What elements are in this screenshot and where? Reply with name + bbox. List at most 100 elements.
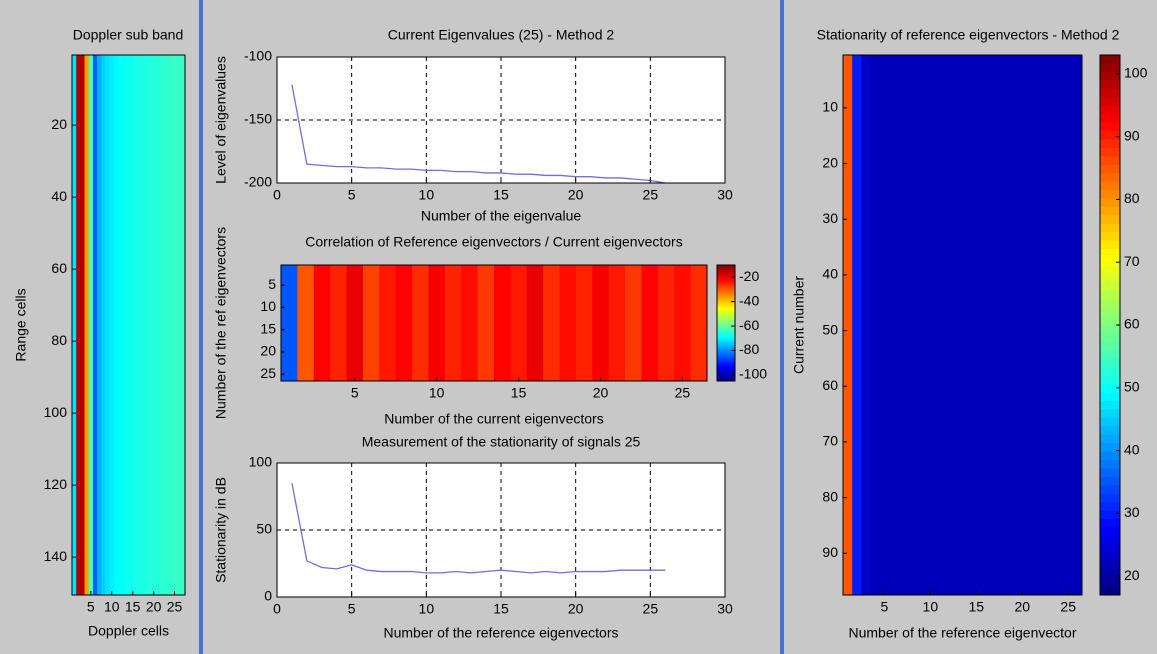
x-axis-label: Doppler cells	[88, 623, 169, 639]
colorbar-swatch	[717, 317, 735, 320]
heatmap-cell	[888, 55, 899, 595]
chart-title: Measurement of the stationarity of signa…	[362, 434, 641, 450]
colorbar-tick-label: 30	[1124, 504, 1140, 520]
colorbar-swatch	[1100, 114, 1120, 123]
heatmap-cell	[674, 265, 692, 381]
colorbar-swatch	[717, 332, 735, 335]
colorbar-swatch	[1100, 147, 1120, 157]
heatmap-cell	[134, 55, 140, 595]
colorbar-swatch	[1100, 130, 1120, 140]
heatmap-cell	[1008, 55, 1019, 595]
y-tick-label: -200	[244, 174, 272, 190]
x-tick-label: 20	[568, 187, 584, 203]
colorbar-swatch	[1100, 308, 1120, 318]
heatmap-cell	[159, 55, 165, 595]
heatmap-cell	[84, 55, 90, 595]
colorbar-swatch	[1100, 552, 1120, 562]
colorbar-tick-label: -100	[739, 366, 767, 382]
y-tick-label: 50	[256, 521, 272, 537]
y-tick-label: -100	[244, 48, 272, 64]
axes-frame	[71, 54, 186, 596]
panel-divider[interactable]	[199, 0, 203, 654]
colorbar-swatch	[717, 370, 735, 373]
heatmap-cell	[944, 55, 954, 595]
heatmap-cell	[313, 265, 331, 381]
heatmap-cell	[641, 265, 659, 381]
colorbar-swatch	[717, 375, 735, 378]
colorbar-swatch	[717, 323, 735, 326]
y-tick-label: 10	[260, 298, 276, 314]
colorbar-swatch	[717, 344, 735, 348]
colorbar-swatch	[1100, 156, 1120, 166]
colorbar-swatch	[717, 299, 735, 302]
colorbar-tick-label: 70	[1124, 253, 1140, 269]
heatmap-cell	[130, 55, 136, 595]
heatmap-cell	[109, 55, 115, 595]
colorbar-swatch	[1100, 206, 1120, 216]
colorbar-swatch	[717, 366, 735, 369]
panel-divider[interactable]	[780, 0, 784, 654]
colorbar-tick-label: 20	[1124, 567, 1140, 583]
colorbar-swatch	[1100, 417, 1120, 427]
colorbar-tick-label: -80	[739, 341, 759, 357]
y-tick-label: 90	[822, 544, 838, 560]
y-axis-label: Level of eigenvalues	[213, 56, 229, 184]
colorbar-swatch	[717, 270, 735, 273]
colorbar-swatch	[717, 284, 735, 288]
chart-title: Current Eigenvalues (25) - Method 2	[388, 27, 615, 43]
heatmap-cell	[428, 265, 446, 381]
heatmap-cell	[101, 55, 106, 595]
colorbar-swatch	[1100, 316, 1120, 326]
colorbar-swatch	[717, 288, 735, 291]
colorbar-swatch	[1100, 468, 1120, 478]
heatmap-cell	[575, 265, 593, 381]
colorbar-swatch	[1100, 510, 1120, 520]
colorbar-swatch	[717, 310, 735, 313]
heatmap-cell	[122, 55, 127, 595]
y-axis-label: Current number	[791, 276, 807, 374]
colorbar-swatch	[1100, 274, 1120, 284]
colorbar-tick-label: -20	[739, 268, 759, 284]
colorbar-swatch	[1100, 485, 1120, 495]
colorbar-swatch	[717, 294, 735, 297]
y-tick-label: 100	[249, 454, 273, 470]
x-tick-label: 20	[568, 601, 584, 617]
y-axis-label: Range cells	[13, 288, 29, 361]
y-tick-label: 100	[44, 404, 68, 420]
heatmap-cell	[879, 55, 890, 595]
colorbar-swatch	[717, 330, 735, 333]
y-tick-label: 60	[822, 377, 838, 393]
colorbar-swatch	[1100, 215, 1120, 225]
colorbar-swatch	[1100, 358, 1120, 368]
colorbar-swatch	[717, 312, 735, 315]
colorbar-swatch	[717, 357, 735, 360]
colorbar-swatch	[1100, 476, 1120, 486]
heatmap-cell	[379, 265, 397, 381]
y-tick-label: 10	[822, 99, 838, 115]
x-tick-label: 10	[923, 599, 939, 615]
colorbar-swatch	[1100, 544, 1120, 554]
y-tick-label: 80	[51, 332, 67, 348]
colorbar-swatch	[1100, 400, 1120, 410]
colorbar-swatch	[1100, 105, 1120, 115]
x-tick-label: 25	[643, 601, 659, 617]
colorbar-swatch	[717, 265, 735, 268]
y-tick-label: 15	[260, 320, 276, 336]
colorbar-swatch	[717, 353, 735, 357]
y-tick-label: -150	[244, 111, 272, 127]
colorbar-swatch	[1100, 384, 1120, 393]
colorbar-swatch	[1100, 232, 1120, 242]
heatmap-cell	[1072, 55, 1083, 595]
colorbar-swatch	[717, 266, 735, 270]
heatmap-cell	[925, 55, 936, 595]
colorbar-swatch	[717, 272, 735, 275]
heatmap-cell	[97, 55, 102, 595]
colorbar-tick-label: 40	[1124, 441, 1140, 457]
colorbar-swatch	[717, 324, 735, 328]
heatmap-cell	[412, 265, 429, 381]
heatmap-cell	[281, 265, 298, 381]
colorbar-swatch	[1100, 443, 1120, 453]
colorbar-swatch	[1100, 190, 1120, 199]
colorbar-swatch	[1100, 55, 1120, 64]
y-tick-label: 80	[822, 488, 838, 504]
